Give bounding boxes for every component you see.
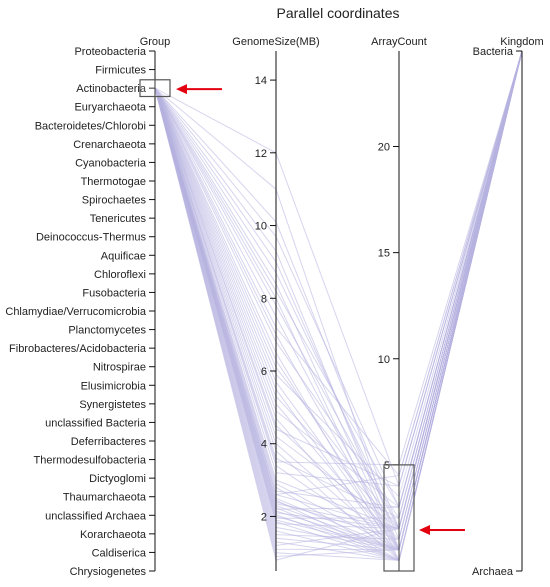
tick-label: Spirochaetes [82,195,147,207]
tick-label: Tenericutes [90,213,147,225]
tick-label: Fusobacteria [82,287,146,299]
data-polyline [154,50,523,562]
tick-label: unclassified Archaea [45,510,147,522]
data-polyline [154,50,523,562]
tick-label: 10 [255,221,267,233]
tick-label: Korarchaeota [80,529,147,541]
axis-genomesize-mb: GenomeSize(MB) 2 4 6 8 10 12 14 [232,36,320,571]
polylines-layer [154,50,523,562]
tick-label: Bacteria [473,46,514,58]
axis-arraycount: ArrayCount 5 10 15 20 [371,36,427,571]
data-polyline [154,50,523,466]
tick-label: Actinobacteria [76,83,147,95]
chart-title: Parallel coordinates [277,5,400,21]
brush-group[interactable] [139,79,171,98]
tick-label: Planctomycetes [68,325,146,337]
tick-label: Crenarchaeota [73,139,147,151]
axis-title: Group [140,36,171,48]
tick-label: Caldiserica [92,547,147,559]
tick-label: Aquificae [101,250,146,262]
tick-label: 8 [261,293,267,305]
tick-label: Synergistetes [79,399,146,411]
tick-label: 15 [378,248,390,260]
tick-label: Cyanobacteria [75,157,147,169]
axis-title: Kingdom [500,36,543,48]
tick-label: Proteobacteria [74,46,146,58]
arrow-group-brush [176,84,222,95]
data-polyline [154,50,523,561]
tick-label: 10 [378,354,390,366]
tick-label: unclassified Bacteria [45,417,147,429]
tick-label: 20 [378,142,390,154]
tick-label: 2 [261,511,267,523]
tick-label: Fibrobacteres/Acidobacteria [9,343,147,355]
tick-label: Firmicutes [95,65,146,77]
data-polyline [154,50,523,562]
data-polyline [154,50,523,562]
data-polyline [154,50,523,562]
tick-label: Chlamydiae/Verrucomicrobia [5,306,146,318]
tick-label: Archaea [472,566,514,578]
data-polyline [154,50,523,562]
tick-label: Chrysiogenetes [70,566,147,578]
tick-label: Elusimicrobia [81,380,147,392]
tick-label: Nitrospirae [93,362,146,374]
tick-label: Thermotogae [81,176,146,188]
axis-title: ArrayCount [371,36,427,48]
annotations-layer [176,84,465,535]
tick-label: 6 [261,366,267,378]
brush-arraycount[interactable] [383,464,415,572]
tick-label: Deferribacteres [71,436,147,448]
brushes-layer[interactable] [139,79,415,572]
arrow-arraycount-brush [419,525,465,535]
data-polyline [154,50,523,562]
tick-label: Euryarchaeota [74,102,146,114]
tick-label: Deinococcus-Thermus [36,232,147,244]
data-polyline [154,50,523,562]
data-polyline [154,50,523,561]
tick-label: 4 [261,439,267,451]
data-polyline [154,50,523,562]
tick-label: Bacteroidetes/Chlorobi [35,120,146,132]
data-polyline [154,50,523,562]
tick-label: Thermodesulfobacteria [33,455,146,467]
tick-label: Dictyoglomi [89,473,146,485]
tick-label: Chloroflexi [94,269,146,281]
tick-label: 5 [384,460,390,472]
data-polyline [154,50,523,561]
data-polyline [154,50,523,498]
data-polyline [154,50,523,487]
tick-label: Thaumarchaeota [63,492,147,504]
tick-label: 14 [255,75,267,87]
data-polyline [154,50,523,496]
axis-title: GenomeSize(MB) [232,36,319,48]
tick-label: 12 [255,148,267,160]
data-polyline [154,50,523,562]
